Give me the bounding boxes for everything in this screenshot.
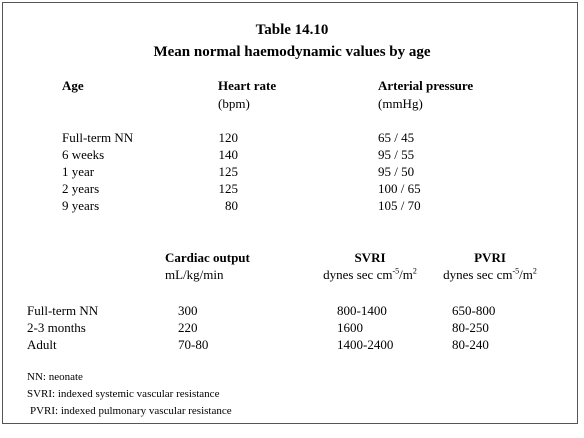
column-unit: (mmHg) xyxy=(378,96,423,112)
table-cell: 80 xyxy=(225,198,238,213)
row-label: 2 years xyxy=(62,181,100,196)
table-cell: 125 xyxy=(218,181,239,196)
unit-text: mL/kg/min xyxy=(165,267,224,282)
table-cell: 120 xyxy=(218,130,239,145)
table-cell: 80-240 xyxy=(452,337,489,352)
column-unit: (bpm) xyxy=(218,96,250,112)
table-cell: 800-1400 xyxy=(337,303,387,318)
unit-text: /m xyxy=(399,267,413,282)
column-header: SVRI xyxy=(354,250,386,265)
column-header: Heart rate xyxy=(218,78,277,93)
table-cell: 65 / 45 xyxy=(378,130,415,145)
column-unit: dynes sec cm-5/m2 xyxy=(390,267,584,283)
table-cell: 70-80 xyxy=(178,337,209,352)
unit-text: /m xyxy=(519,267,533,282)
table-cell: 95 / 55 xyxy=(378,147,415,162)
column-header: Arterial pressure xyxy=(378,78,474,93)
column-header: PVRI xyxy=(474,250,506,265)
table-cell: 1600 xyxy=(337,320,363,335)
column-header: Age xyxy=(62,78,84,93)
column-unit: dynes sec cm-5/m2 xyxy=(270,267,470,283)
table-cell: 105 / 70 xyxy=(378,198,421,213)
table-cell: 1400-2400 xyxy=(337,337,394,352)
row-label: 6 weeks xyxy=(62,147,105,162)
table-cell: 650-800 xyxy=(452,303,496,318)
table-cell: 95 / 50 xyxy=(378,164,415,179)
column-header: Cardiac output xyxy=(165,250,250,265)
table-cell: 140 xyxy=(218,147,239,162)
row-label: 2-3 months xyxy=(27,320,86,335)
unit-text: dynes sec cm xyxy=(323,267,393,282)
unit-text: dynes sec cm xyxy=(443,267,513,282)
table-cell: 125 xyxy=(218,164,239,179)
unit-exponent: -5 xyxy=(392,266,400,276)
table-title: Table 14.10 xyxy=(255,22,329,38)
footnote: PVRI: indexed pulmonary vascular resista… xyxy=(30,405,232,417)
row-label: Adult xyxy=(27,337,57,352)
column-unit: mL/kg/min xyxy=(165,267,224,283)
unit-exponent: -5 xyxy=(512,266,520,276)
unit-text: (mmHg) xyxy=(378,96,423,111)
unit-exponent: 2 xyxy=(412,266,417,276)
unit-exponent: 2 xyxy=(532,266,537,276)
row-label: 1 year xyxy=(62,164,95,179)
row-label: Full-term NN xyxy=(62,130,134,145)
row-label: Full-term NN xyxy=(27,303,99,318)
footnote: SVRI: indexed systemic vascular resistan… xyxy=(27,388,220,400)
table-cell: 300 xyxy=(178,303,198,318)
table-frame xyxy=(2,2,578,424)
footnote: NN: neonate xyxy=(27,371,83,383)
row-label: 9 years xyxy=(62,198,100,213)
table-subtitle: Mean normal haemodynamic values by age xyxy=(153,44,431,60)
unit-text: (bpm) xyxy=(218,96,250,111)
table-cell: 80-250 xyxy=(452,320,489,335)
table-cell: 100 / 65 xyxy=(378,181,421,196)
table-cell: 220 xyxy=(178,320,198,335)
